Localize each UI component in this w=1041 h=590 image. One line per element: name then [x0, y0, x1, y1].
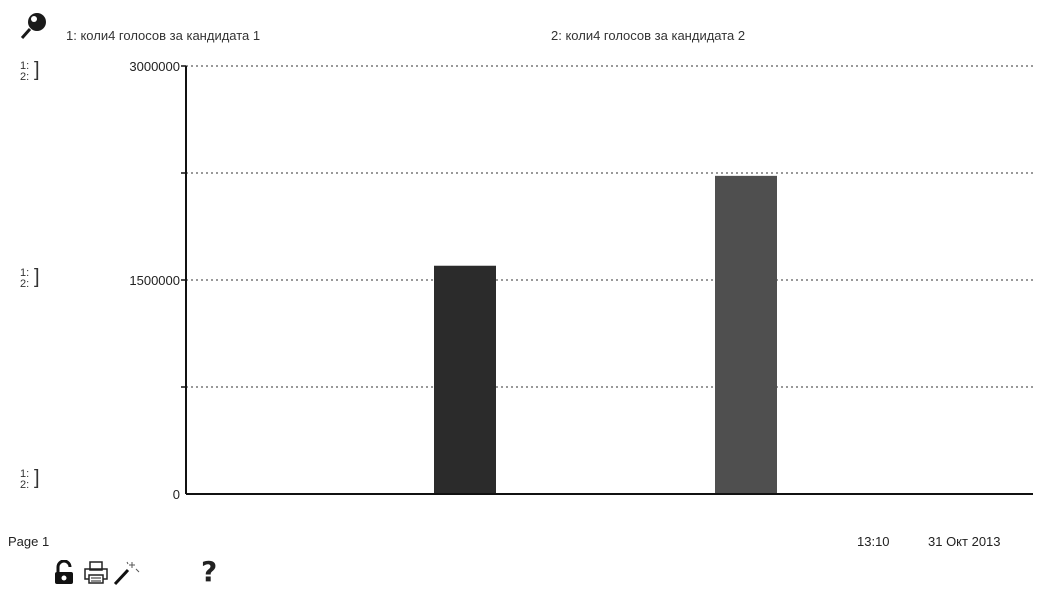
- lock-icon[interactable]: [53, 560, 75, 586]
- series-key-line-1: 1:: [20, 267, 30, 279]
- series-key-line-1: 1:: [20, 468, 30, 480]
- legend-series-1: 1: коли4 голосов за кандидата 1: [66, 28, 261, 43]
- time-stamp: 13:10: [857, 534, 890, 549]
- series-key-line-2: 2:: [20, 479, 30, 491]
- series-key-top: 1: 2: ]: [20, 60, 40, 83]
- y-tick-label: 0: [173, 487, 180, 502]
- bracket-icon: ]: [34, 467, 40, 489]
- series-key-line-2: 2:: [20, 71, 30, 83]
- y-tick-label: 3000000: [129, 59, 180, 74]
- bar-chart: 0 1500000 3000000: [129, 59, 1033, 502]
- help-icon[interactable]: ?: [201, 555, 218, 588]
- magic-wand-icon[interactable]: [112, 560, 140, 586]
- bracket-icon: ]: [34, 59, 40, 81]
- bracket-icon: ]: [34, 266, 40, 288]
- bar-series-2: [715, 175, 777, 494]
- pin-icon[interactable]: [18, 10, 50, 42]
- series-key-line-2: 2:: [20, 278, 30, 290]
- bar-series-1: [434, 265, 496, 494]
- series-key-bottom: 1: 2: ]: [20, 468, 40, 491]
- legend-series-2: 2: коли4 голосов за кандидата 2: [551, 28, 746, 43]
- y-tick-label: 1500000: [129, 273, 180, 288]
- printer-icon[interactable]: [83, 560, 109, 586]
- page-number: Page 1: [8, 534, 50, 549]
- date-stamp: 31 Окт 2013: [928, 534, 1001, 549]
- series-key-line-1: 1:: [20, 60, 30, 72]
- series-key-middle: 1: 2: ]: [20, 267, 40, 290]
